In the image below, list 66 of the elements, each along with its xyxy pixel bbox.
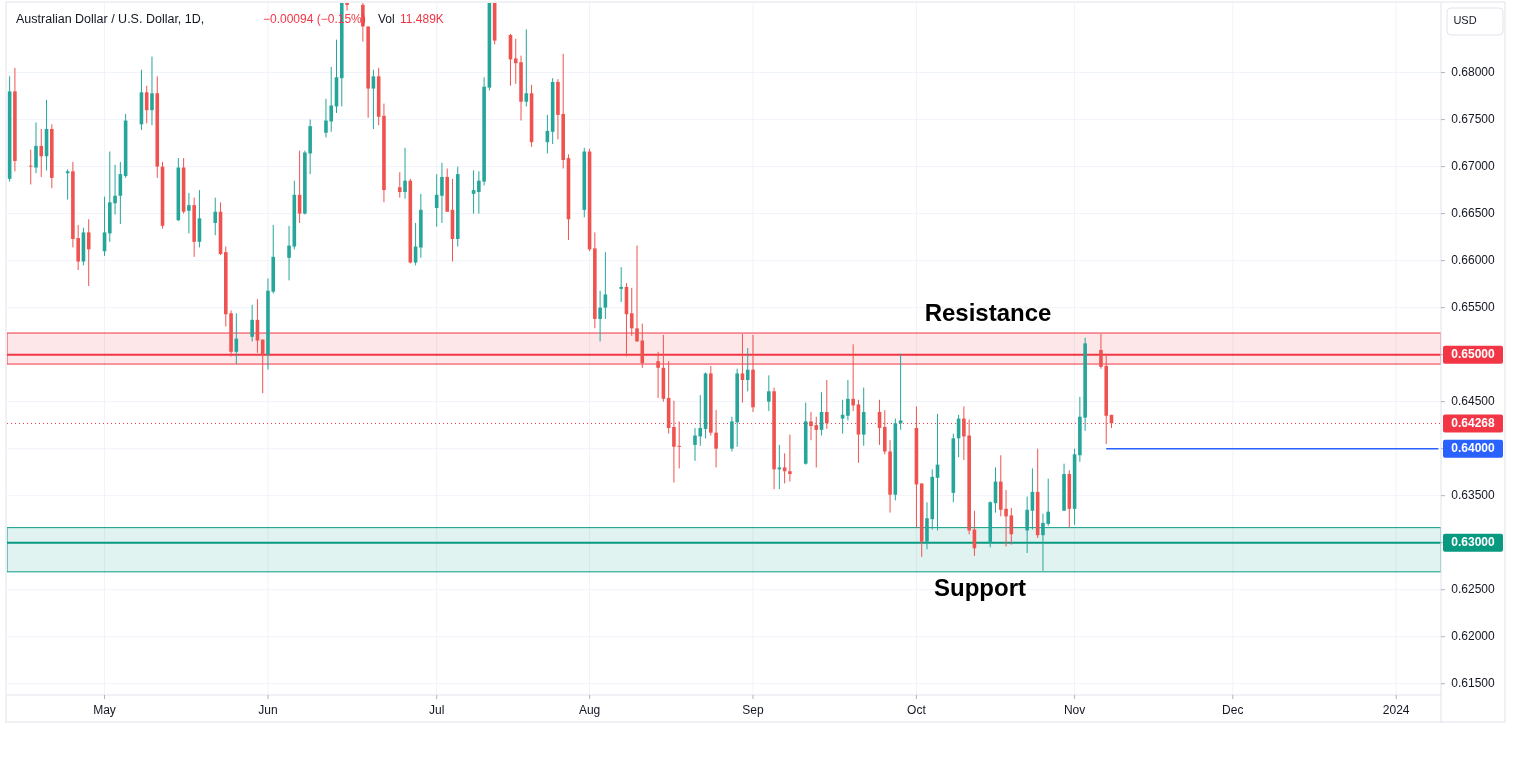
candlestick (39, 128, 44, 178)
ref-line-label: 0.64268 (1451, 415, 1496, 430)
candlestick (698, 394, 703, 447)
candlestick (640, 323, 645, 369)
candlestick (745, 347, 750, 392)
y-tick-label: 0.63500 (1451, 487, 1496, 502)
candlestick (851, 343, 855, 412)
candlestick (150, 56, 154, 126)
candlestick (250, 304, 254, 342)
candlestick (86, 218, 91, 287)
candlestick (788, 434, 792, 483)
candlestick (524, 28, 529, 107)
y-tick-label: 0.62000 (1451, 628, 1496, 643)
candlestick (287, 225, 291, 281)
y-tick-label: 0.61500 (1451, 675, 1496, 690)
candlestick (598, 290, 602, 342)
candlestick (898, 353, 903, 431)
x-tick-label: Sep (742, 703, 764, 718)
y-tick-label: 0.68000 (1451, 64, 1496, 79)
candlestick (34, 121, 38, 174)
candlestick (846, 379, 850, 421)
x-tick-label: 2024 (1382, 703, 1410, 718)
candlestick (144, 85, 149, 124)
y-tick-label: 0.66000 (1451, 252, 1496, 267)
candlestick (656, 351, 660, 399)
candlestick (962, 405, 966, 461)
y-axis-title: USD (1453, 14, 1477, 27)
ref-line-label: 0.65000 (1451, 346, 1496, 361)
band-label: Support (934, 574, 1026, 602)
x-tick-label: Dec (1222, 703, 1244, 718)
candlestick (861, 387, 866, 447)
candlestick (629, 287, 634, 337)
ref-line-label: 0.63000 (1451, 534, 1496, 549)
candlestick (213, 197, 218, 236)
x-tick-label: Oct (907, 703, 927, 718)
data-label: 0.64000 (1451, 440, 1496, 455)
candlestick (28, 149, 33, 185)
candlestick (635, 245, 639, 342)
text: Australian Dollar / U.S. Dollar, 1D, (16, 12, 205, 27)
x-tick-label: Aug (578, 703, 601, 718)
annotation: Vol (378, 12, 395, 27)
candlestick (619, 266, 623, 303)
y-tick-label: 0.62500 (1451, 581, 1496, 596)
y-tick-label: 0.65500 (1451, 299, 1496, 314)
x-tick-label: Nov (1063, 703, 1086, 718)
x-tick-label: Jul (429, 703, 445, 718)
candlestick (403, 147, 407, 200)
candlestick (1025, 496, 1029, 554)
x-tick-label: Jun (258, 703, 278, 718)
y-tick-label: 0.64500 (1451, 393, 1496, 408)
candlestick (825, 379, 829, 430)
y-tick-label: 0.67000 (1451, 158, 1496, 173)
candlestick (714, 409, 718, 468)
candlestick (440, 162, 444, 224)
candlestick (329, 66, 334, 133)
y-tick-label: 0.66500 (1451, 205, 1496, 220)
candlestick (345, 3, 349, 12)
candlestick (187, 192, 191, 234)
annotation: 11.489K (400, 12, 444, 27)
candlestick (397, 171, 402, 199)
candlestick (693, 427, 697, 462)
candlestick (324, 98, 328, 138)
x-tick-label: May (93, 703, 116, 718)
candlestick (767, 374, 771, 412)
band-label: Resistance (924, 299, 1052, 327)
y-tick-label: 0.67500 (1451, 111, 1496, 126)
